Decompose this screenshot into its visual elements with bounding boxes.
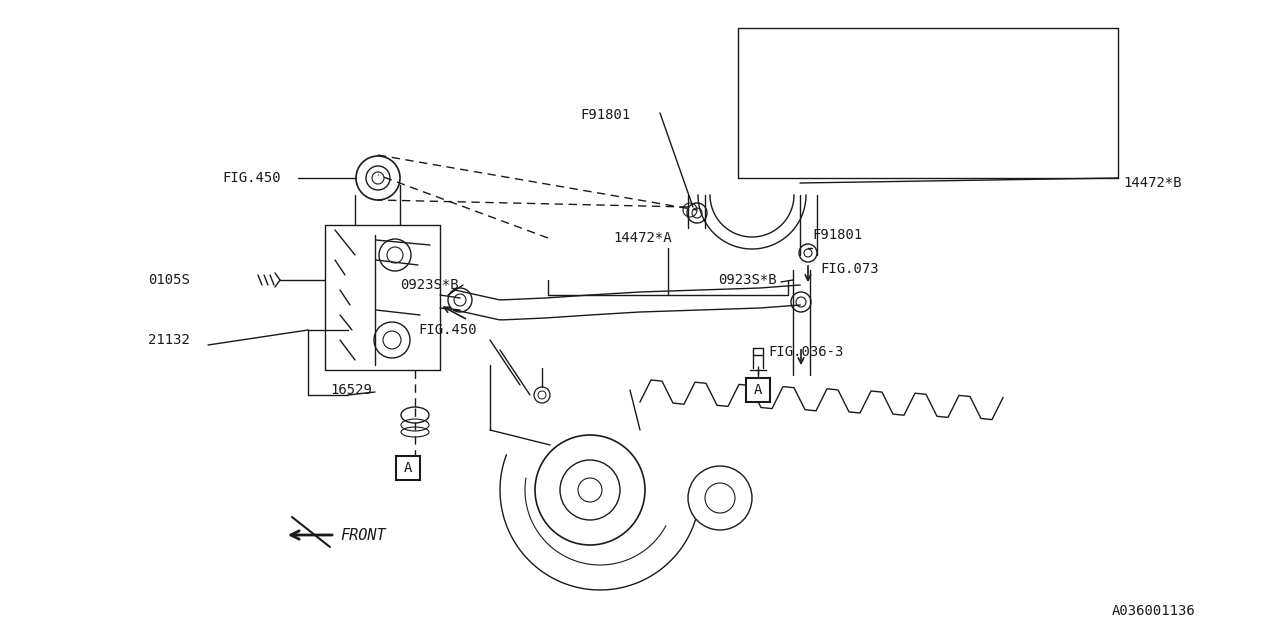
Text: A036001136: A036001136 <box>1111 604 1196 618</box>
Text: FIG.036-3: FIG.036-3 <box>768 345 844 359</box>
Text: 21132: 21132 <box>148 333 189 347</box>
Text: F91801: F91801 <box>580 108 630 122</box>
Circle shape <box>689 466 753 530</box>
Text: FIG.450: FIG.450 <box>419 323 476 337</box>
FancyBboxPatch shape <box>746 378 771 402</box>
Circle shape <box>356 156 399 200</box>
Text: 14472*B: 14472*B <box>1123 176 1181 190</box>
Circle shape <box>374 322 410 358</box>
Text: 0923S*B: 0923S*B <box>399 278 458 292</box>
Text: FRONT: FRONT <box>340 527 385 543</box>
FancyBboxPatch shape <box>396 456 420 480</box>
Text: 14472*A: 14472*A <box>613 231 672 245</box>
Text: F91801: F91801 <box>812 228 863 242</box>
Text: A: A <box>403 461 412 475</box>
Text: FIG.073: FIG.073 <box>820 262 878 276</box>
Text: 0923S*B: 0923S*B <box>718 273 777 287</box>
Circle shape <box>535 435 645 545</box>
Text: 0105S: 0105S <box>148 273 189 287</box>
Text: 16529: 16529 <box>330 383 372 397</box>
Circle shape <box>379 239 411 271</box>
Text: FIG.450: FIG.450 <box>221 171 280 185</box>
Text: A: A <box>754 383 762 397</box>
